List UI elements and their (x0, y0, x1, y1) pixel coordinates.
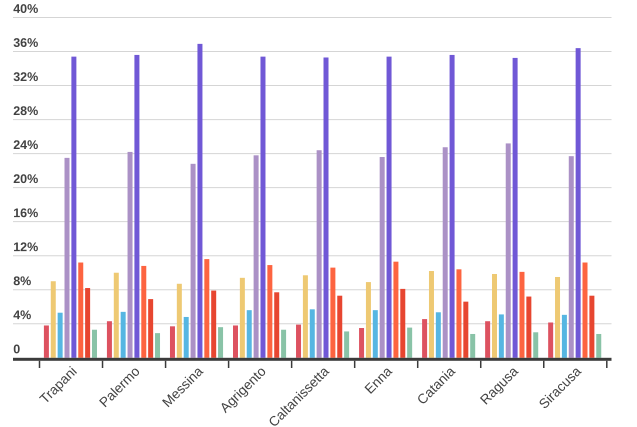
svg-text:24%: 24% (13, 138, 38, 152)
svg-text:0: 0 (13, 342, 20, 356)
svg-text:32%: 32% (13, 70, 38, 84)
svg-text:16%: 16% (13, 206, 38, 220)
svg-text:4%: 4% (13, 308, 31, 322)
svg-text:20%: 20% (13, 172, 38, 186)
svg-text:36%: 36% (13, 36, 38, 50)
svg-text:12%: 12% (13, 240, 38, 254)
svg-text:28%: 28% (13, 104, 38, 118)
svg-text:40%: 40% (13, 2, 38, 16)
svg-text:8%: 8% (13, 274, 31, 288)
